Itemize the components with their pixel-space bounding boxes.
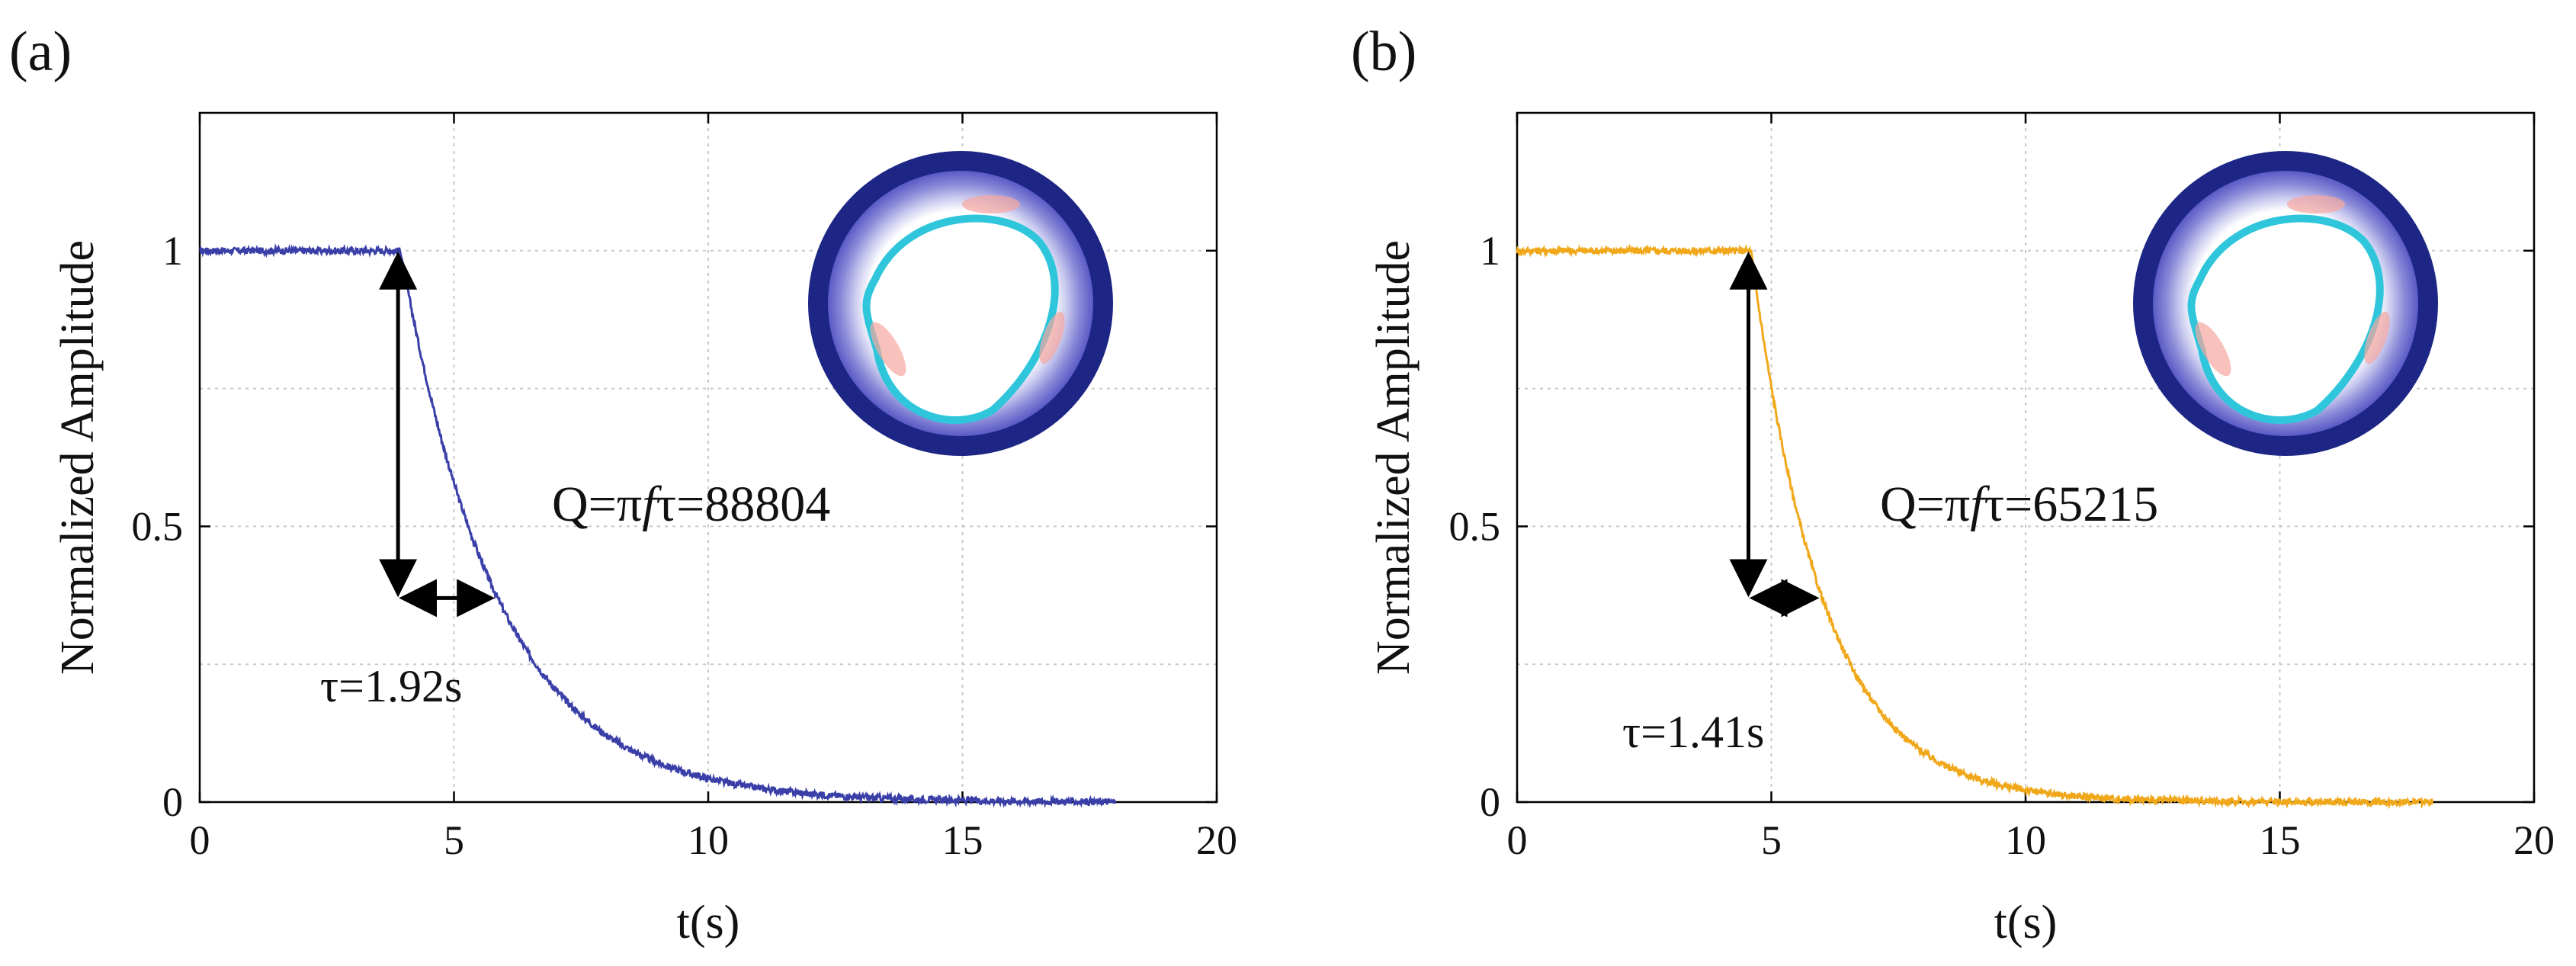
q-annotation: Q=πfτ=88804: [552, 477, 830, 532]
ticks: 0 5 10 15 20 0 0.5 1: [132, 113, 1237, 863]
x-axis-label: t(s): [1994, 897, 2058, 948]
panel-label: (a): [9, 21, 72, 83]
x-tick-label: 5: [1761, 817, 1782, 863]
x-tick-label: 0: [190, 817, 210, 863]
y-axis-label: Normalized Amplitude: [1368, 240, 1420, 675]
panel-a: (a) 0 5 10 15 20 0 0.5 1 Q=πfτ=88804 τ=1.92s t(…: [9, 21, 1237, 948]
y-tick-label: 0: [162, 779, 183, 825]
x-tick-label: 20: [1196, 817, 1237, 863]
y-tick-label: 0.5: [1449, 503, 1501, 549]
ring-inset: [808, 151, 1113, 456]
y-tick-label: 0: [1480, 779, 1500, 825]
x-tick-label: 5: [444, 817, 464, 863]
y-tick-label: 0.5: [132, 503, 184, 549]
panel-b: (b) 0 5 10 15 20 0 0.5 1 Q=πfτ=65215 τ=1.41s t(…: [1351, 21, 2555, 948]
ticks: 0 5 10 15 20 0 0.5 1: [1449, 113, 2555, 863]
decay-curve: [1516, 243, 2434, 810]
x-tick-label: 0: [1507, 817, 1528, 863]
y-tick-label: 1: [1480, 228, 1500, 274]
ring-inset: [2133, 151, 2438, 456]
x-axis-label: t(s): [677, 897, 740, 948]
decay-curve: [199, 242, 1117, 809]
x-tick-label: 10: [688, 817, 729, 863]
x-tick-label: 15: [2260, 817, 2301, 863]
tau-annotation: τ=1.41s: [1622, 707, 1764, 757]
tau-annotation: τ=1.92s: [320, 661, 462, 711]
q-annotation: Q=πfτ=65215: [1880, 477, 2158, 532]
y-tick-label: 1: [162, 228, 183, 274]
x-tick-label: 10: [2005, 817, 2046, 863]
y-axis-label: Normalized Amplitude: [52, 240, 104, 675]
x-tick-label: 15: [942, 817, 983, 863]
panel-label: (b): [1351, 21, 1416, 83]
x-tick-label: 20: [2513, 817, 2555, 863]
